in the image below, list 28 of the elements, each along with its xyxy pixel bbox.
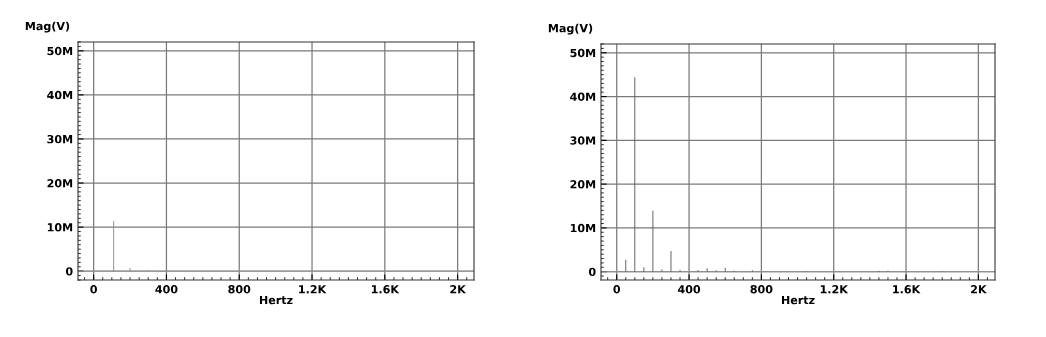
x-tick-label: 400 (677, 285, 701, 294)
x-axis-title: Hertz (781, 295, 815, 305)
x-tick-label: 800 (750, 285, 773, 294)
y-tick-label: 20M (570, 180, 596, 189)
y-tick-label: 40M (47, 90, 73, 100)
x-tick-label: 1.6K (371, 285, 400, 294)
x-axis-title: Hertz (259, 295, 293, 305)
y-tick-label: 50M (570, 48, 596, 58)
x-tick-label: 1.6K (893, 285, 921, 294)
x-tick-label: 400 (155, 285, 178, 294)
y-tick-label: 50M (47, 46, 73, 56)
y-tick-label: 0 (588, 267, 596, 277)
x-tick-label: 0 (90, 285, 97, 294)
y-tick-label: 30M (570, 136, 596, 145)
y-tick-label: 30M (47, 134, 73, 144)
y-tick-label: 40M (570, 92, 596, 101)
x-tick-label: 0 (613, 285, 621, 294)
y-tick-label: 0 (65, 267, 73, 276)
y-tick-label: 10M (570, 223, 596, 233)
y-axis-title: Mag(V) (25, 21, 70, 33)
x-tick-label: 2K (971, 285, 987, 294)
x-tick-label: 2K (450, 285, 467, 294)
x-tick-label: 800 (228, 285, 251, 294)
x-tick-label: 1.2K (820, 285, 849, 294)
x-tick-label: 1.2K (299, 285, 327, 294)
y-tick-label: 20M (47, 179, 73, 188)
y-tick-label: 10M (47, 223, 73, 232)
y-axis-title: Mag(V) (548, 23, 593, 35)
